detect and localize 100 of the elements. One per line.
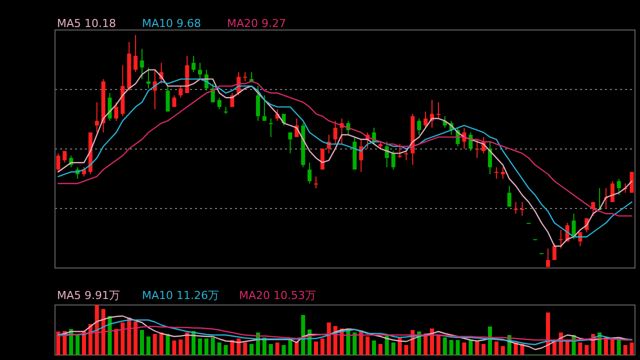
candlestick bbox=[217, 97, 222, 110]
bar bbox=[359, 330, 364, 355]
series-label: MA5 9.91万 bbox=[57, 289, 120, 302]
bar bbox=[217, 342, 222, 355]
candlestick bbox=[616, 178, 621, 196]
candlestick bbox=[140, 48, 144, 80]
bar bbox=[372, 340, 376, 355]
bar bbox=[178, 340, 183, 355]
candlestick bbox=[114, 102, 118, 122]
bar bbox=[301, 315, 306, 355]
bar bbox=[616, 340, 621, 355]
candlestick bbox=[475, 138, 480, 158]
bar bbox=[366, 336, 370, 355]
bar bbox=[140, 330, 144, 355]
bar bbox=[282, 345, 286, 355]
candlestick bbox=[178, 86, 183, 98]
candlestick bbox=[507, 185, 512, 208]
bar bbox=[250, 344, 254, 355]
candlestick bbox=[520, 202, 524, 216]
candlestick bbox=[398, 144, 402, 158]
candlestick bbox=[404, 150, 408, 161]
bar bbox=[268, 344, 273, 355]
bar bbox=[488, 326, 492, 355]
candlestick bbox=[424, 111, 428, 128]
bar bbox=[546, 312, 550, 355]
bar bbox=[584, 345, 589, 355]
bar bbox=[565, 340, 570, 355]
candlestick bbox=[172, 94, 176, 108]
bar bbox=[56, 332, 60, 355]
bar bbox=[430, 328, 434, 355]
bar bbox=[134, 322, 138, 355]
candlestick bbox=[546, 248, 550, 268]
bar bbox=[320, 338, 324, 355]
candlestick bbox=[243, 72, 248, 82]
bar bbox=[172, 340, 176, 355]
bar bbox=[352, 332, 357, 355]
candlestick bbox=[558, 229, 563, 249]
bar bbox=[192, 331, 196, 355]
bar bbox=[88, 324, 92, 355]
bar bbox=[604, 338, 608, 355]
series-label: MA10 11.26万 bbox=[142, 289, 219, 302]
candlestick bbox=[308, 162, 312, 184]
bar bbox=[552, 341, 556, 355]
bar bbox=[159, 332, 164, 355]
bar bbox=[500, 346, 505, 355]
candlestick bbox=[314, 176, 318, 189]
bar bbox=[578, 342, 582, 355]
bar bbox=[114, 329, 118, 355]
candlestick bbox=[210, 83, 215, 103]
candlestick bbox=[198, 62, 202, 80]
text: MA10 9.68 bbox=[142, 17, 202, 30]
candlestick bbox=[262, 94, 266, 122]
bar bbox=[630, 342, 634, 355]
bar bbox=[378, 344, 382, 355]
bar bbox=[146, 336, 150, 355]
bar bbox=[436, 335, 440, 355]
candlestick bbox=[56, 152, 60, 172]
bar bbox=[101, 309, 106, 355]
candlestick bbox=[572, 213, 576, 240]
bar bbox=[326, 322, 331, 355]
bar bbox=[76, 335, 80, 355]
bar bbox=[398, 338, 402, 355]
bar bbox=[185, 332, 190, 355]
candlestick bbox=[256, 86, 260, 122]
candlestick bbox=[417, 118, 422, 136]
bar bbox=[127, 318, 132, 355]
candlestick bbox=[391, 150, 396, 170]
bar bbox=[294, 342, 299, 355]
bar bbox=[456, 340, 460, 355]
text: MA20 9.27 bbox=[227, 17, 286, 30]
bar bbox=[475, 342, 480, 355]
bar bbox=[384, 335, 389, 355]
candlestick bbox=[488, 141, 492, 175]
candlestick bbox=[436, 102, 440, 120]
candlestick bbox=[62, 150, 67, 164]
candlestick bbox=[166, 86, 170, 112]
bar bbox=[82, 332, 86, 355]
text: MA5 10.18 bbox=[57, 17, 116, 30]
bar bbox=[482, 344, 486, 355]
bar bbox=[204, 338, 208, 355]
bar bbox=[442, 338, 447, 355]
candlestick bbox=[288, 132, 292, 154]
bar bbox=[152, 334, 157, 355]
candlestick bbox=[134, 34, 138, 73]
candlestick bbox=[268, 118, 273, 138]
bar bbox=[198, 338, 202, 355]
bar bbox=[391, 342, 396, 355]
candlestick bbox=[333, 120, 338, 145]
bar bbox=[449, 340, 454, 355]
bar bbox=[462, 342, 466, 355]
bar bbox=[424, 334, 428, 355]
bar bbox=[69, 329, 74, 355]
bar bbox=[404, 345, 408, 355]
bar bbox=[243, 342, 248, 355]
candlestick bbox=[494, 166, 498, 180]
bar bbox=[166, 334, 170, 355]
candlestick bbox=[552, 243, 556, 261]
bar bbox=[230, 340, 234, 355]
candlestick bbox=[514, 202, 518, 214]
bar bbox=[262, 338, 266, 355]
